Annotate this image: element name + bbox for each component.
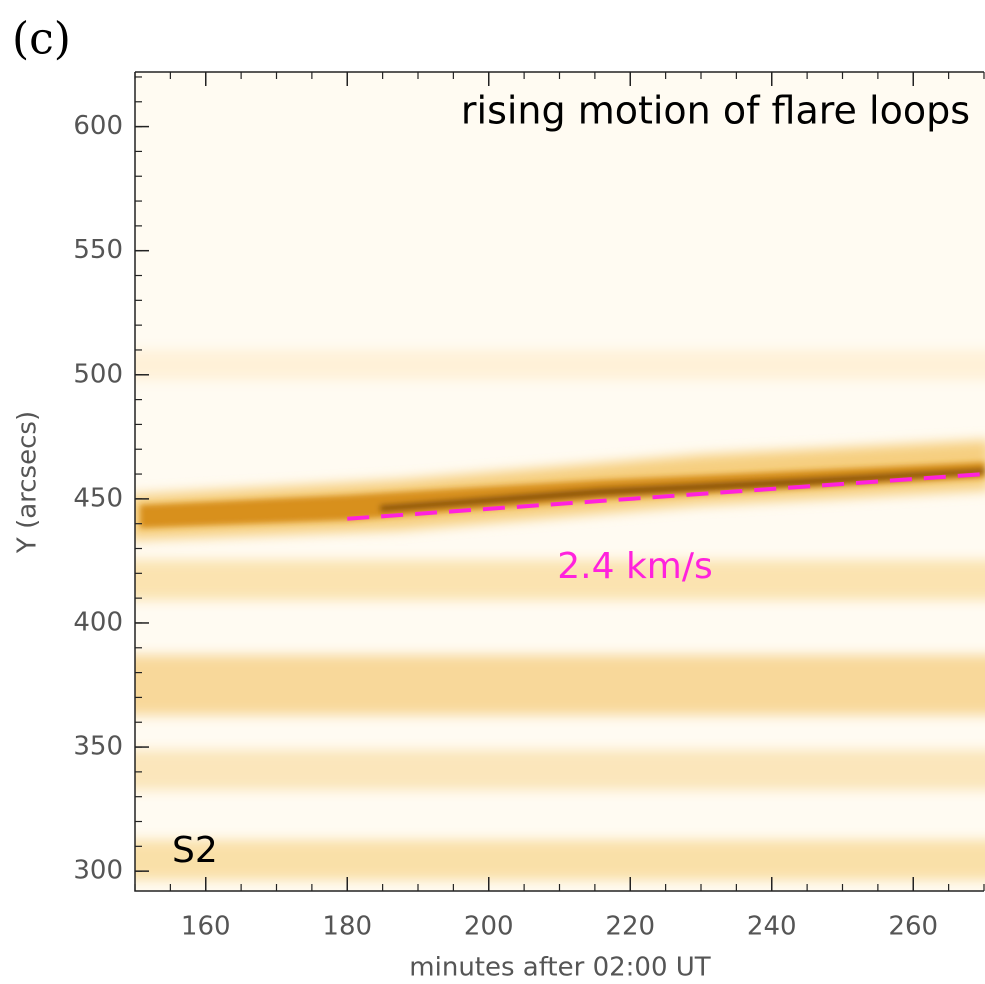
annotation: S2 — [172, 830, 218, 871]
band — [135, 350, 985, 380]
loop-ridge — [140, 462, 985, 528]
y-axis-label: Y (arcsecs) — [13, 411, 43, 554]
y-tick-label: 550 — [73, 235, 123, 265]
x-tick-label: 240 — [747, 912, 797, 942]
y-tick-label: 600 — [73, 111, 123, 141]
x-axis-label: minutes after 02:00 UT — [409, 953, 711, 983]
annotation: 2.4 km/s — [557, 546, 713, 587]
band — [135, 560, 985, 600]
x-tick-label: 200 — [464, 912, 514, 942]
y-tick-label: 300 — [73, 856, 123, 886]
band — [135, 750, 985, 790]
y-tick-label: 350 — [73, 732, 123, 762]
y-tick-label: 450 — [73, 483, 123, 513]
panel-label: (c) — [12, 14, 71, 65]
image-background — [135, 72, 985, 891]
ridge-core — [380, 468, 985, 512]
y-tick-label: 400 — [73, 607, 123, 637]
x-tick-label: 260 — [888, 912, 938, 942]
band — [135, 840, 985, 880]
x-tick-label: 180 — [322, 912, 372, 942]
x-tick-label: 220 — [605, 912, 655, 942]
y-tick-label: 500 — [73, 359, 123, 389]
fit-line — [347, 472, 985, 521]
x-tick-label: 160 — [181, 912, 231, 942]
chart-title: rising motion of flare loops — [461, 89, 970, 133]
band — [135, 655, 985, 715]
